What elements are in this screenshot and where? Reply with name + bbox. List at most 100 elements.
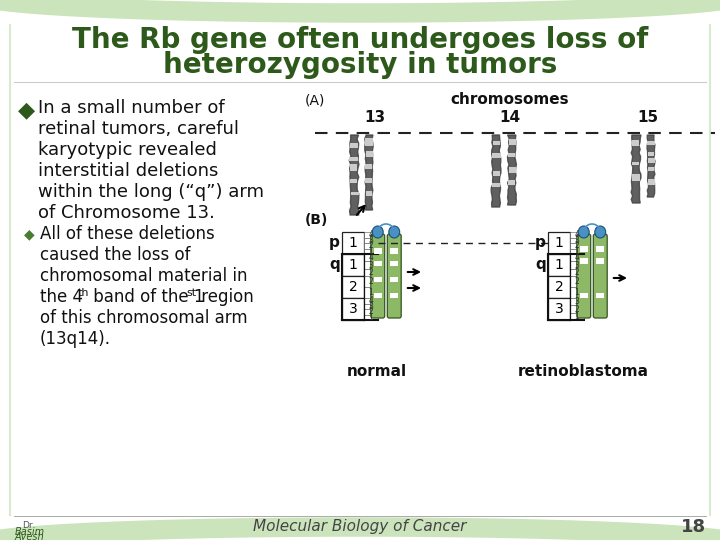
Bar: [596, 246, 604, 252]
Text: 1: 1: [369, 288, 374, 297]
Bar: [365, 178, 372, 183]
Text: (A): (A): [305, 93, 325, 107]
Bar: [647, 141, 655, 145]
Text: within the long (“q”) arm: within the long (“q”) arm: [38, 183, 264, 201]
Bar: [548, 298, 570, 320]
Bar: [364, 314, 378, 320]
FancyBboxPatch shape: [387, 234, 401, 318]
Text: chromosomes: chromosomes: [451, 92, 570, 107]
Bar: [596, 259, 604, 264]
Text: Dr: Dr: [22, 522, 32, 530]
Text: Ayesh: Ayesh: [15, 532, 45, 540]
Text: interstitial deletions: interstitial deletions: [38, 162, 218, 180]
Bar: [350, 179, 357, 183]
Polygon shape: [647, 135, 655, 197]
Polygon shape: [349, 135, 359, 215]
Text: 2: 2: [554, 280, 563, 294]
FancyBboxPatch shape: [371, 234, 384, 318]
Text: 1: 1: [348, 236, 357, 250]
Text: ◆: ◆: [24, 227, 35, 241]
Bar: [649, 179, 654, 185]
Bar: [351, 192, 359, 195]
Text: ◆: ◆: [18, 100, 35, 120]
Text: 3: 3: [369, 236, 374, 245]
Text: region: region: [196, 288, 253, 306]
Bar: [390, 293, 398, 299]
Bar: [364, 248, 378, 254]
Text: 2: 2: [575, 277, 580, 286]
Bar: [342, 276, 364, 298]
Polygon shape: [631, 135, 641, 203]
Bar: [342, 254, 364, 276]
Bar: [570, 298, 584, 305]
Bar: [364, 261, 378, 269]
Bar: [570, 248, 584, 254]
Ellipse shape: [372, 226, 383, 238]
Text: 1: 1: [554, 258, 564, 272]
Bar: [364, 254, 378, 261]
Text: 1: 1: [369, 247, 374, 256]
Bar: [596, 293, 604, 299]
Text: 2: 2: [575, 268, 580, 277]
Bar: [570, 313, 584, 320]
Bar: [374, 261, 382, 266]
Bar: [350, 164, 357, 172]
Bar: [365, 138, 373, 145]
Text: 4: 4: [369, 253, 374, 262]
Text: 4: 4: [575, 253, 580, 262]
Bar: [570, 243, 584, 248]
Text: 1: 1: [575, 312, 580, 321]
Text: th: th: [78, 288, 89, 298]
Text: retinal tumors, careful: retinal tumors, careful: [38, 120, 239, 138]
Bar: [365, 164, 372, 169]
Text: caused the loss of: caused the loss of: [40, 246, 191, 264]
Bar: [580, 246, 588, 252]
Text: of Chromosome 13.: of Chromosome 13.: [38, 204, 215, 222]
Text: 3: 3: [369, 302, 374, 310]
Text: 2: 2: [575, 241, 580, 250]
Text: heterozygosity in tumors: heterozygosity in tumors: [163, 51, 557, 79]
Bar: [648, 158, 654, 163]
Bar: [570, 232, 584, 238]
Text: chromosomal material in: chromosomal material in: [40, 267, 248, 285]
Text: 13: 13: [364, 111, 386, 125]
Text: The Rb gene often undergoes loss of: The Rb gene often undergoes loss of: [72, 26, 648, 54]
Text: 14: 14: [500, 111, 521, 125]
Text: q: q: [329, 258, 340, 273]
Text: 1: 1: [348, 258, 357, 272]
Text: 2: 2: [369, 268, 374, 277]
Text: (13q14).: (13q14).: [40, 330, 111, 348]
Text: 1: 1: [575, 247, 580, 256]
Bar: [631, 174, 640, 180]
Bar: [492, 171, 500, 176]
Bar: [364, 232, 378, 238]
Text: of this chromosomal arm: of this chromosomal arm: [40, 309, 248, 327]
Text: 1: 1: [554, 236, 564, 250]
Text: 4: 4: [369, 296, 374, 305]
Text: Molecular Biology of Cancer: Molecular Biology of Cancer: [253, 519, 467, 535]
Text: 2: 2: [369, 307, 374, 316]
Bar: [508, 180, 515, 185]
Bar: [508, 167, 516, 173]
Bar: [390, 248, 398, 254]
FancyBboxPatch shape: [577, 234, 590, 318]
Text: 18: 18: [681, 518, 706, 536]
Bar: [390, 277, 398, 282]
Bar: [570, 276, 584, 287]
Polygon shape: [491, 135, 501, 207]
Text: Basim: Basim: [15, 527, 45, 537]
Polygon shape: [365, 135, 373, 210]
Bar: [632, 140, 639, 146]
Bar: [548, 276, 570, 298]
Bar: [648, 152, 654, 156]
Bar: [364, 243, 378, 248]
Bar: [366, 191, 372, 196]
Text: 3: 3: [575, 297, 580, 306]
Text: p: p: [329, 235, 340, 251]
Text: st: st: [186, 288, 196, 298]
Bar: [570, 305, 584, 313]
Bar: [374, 277, 382, 282]
Text: 2: 2: [369, 277, 374, 286]
Bar: [364, 309, 378, 314]
Text: 3: 3: [348, 302, 357, 316]
